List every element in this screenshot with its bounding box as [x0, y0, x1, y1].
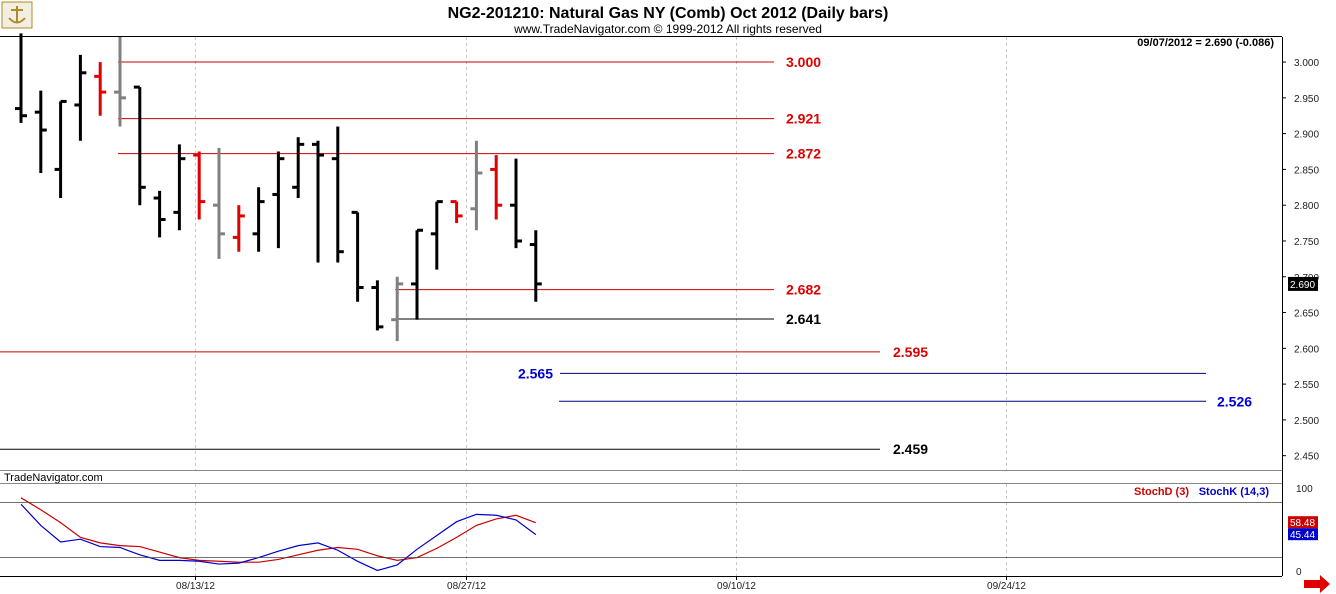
ohlc-bar — [153, 190, 166, 238]
ohlc-bar — [312, 140, 324, 263]
ohlc-bar — [34, 90, 47, 173]
ohlc-bar — [450, 200, 463, 224]
y-tick-label: 2.800 — [1294, 201, 1319, 212]
stochk-value-text: 45.44 — [1290, 530, 1315, 541]
x-tick-label: 09/10/12 — [717, 581, 756, 592]
y-tick-label: 2.450 — [1294, 452, 1319, 463]
last-price-badge-text: 2.690 — [1290, 280, 1315, 291]
x-tick-label: 08/27/12 — [447, 581, 486, 592]
stoch-series-line — [20, 503, 537, 572]
chart-title: NG2-201210: Natural Gas NY (Comb) Oct 20… — [448, 5, 889, 22]
stochd-legend: StochD (3) — [1134, 486, 1189, 498]
copyright-subtitle: www.TradeNavigator.com © 1999-2012 All r… — [513, 22, 822, 36]
ohlc-bar — [331, 126, 344, 263]
ohlc-bar — [133, 85, 146, 206]
ohlc-bar — [470, 140, 483, 231]
y-tick-label: 2.900 — [1294, 130, 1319, 141]
ohlc-bar — [411, 228, 423, 320]
ohlc-bar — [490, 155, 503, 220]
axes: 3.0002.9502.9002.8502.8002.7502.7002.650… — [0, 36, 1319, 592]
level-label: 2.921 — [786, 111, 821, 127]
y-tick-label: 2.550 — [1294, 380, 1319, 391]
ohlc-bar — [74, 54, 87, 141]
level-label: 2.459 — [893, 441, 928, 457]
y-tick-label: 2.850 — [1294, 165, 1319, 176]
ohlc-bar — [114, 37, 126, 127]
ohlc-bar — [272, 151, 285, 249]
ohlc-bar — [529, 230, 542, 302]
ohlc-bar — [54, 99, 67, 199]
level-lines: 3.000 2.921 2.872 2.682 2.641 2.595 2.565 2.526… — [0, 54, 1252, 457]
ohlc-bar — [430, 200, 443, 270]
level-label: 3.000 — [786, 54, 821, 70]
y-tick-label: 2.950 — [1294, 94, 1319, 105]
right-arrow-icon[interactable] — [1304, 575, 1330, 593]
price-bars — [15, 33, 542, 342]
y-tick-label: 2.500 — [1294, 416, 1319, 427]
stochd-value-badge — [1288, 516, 1318, 529]
ohlc-bar — [94, 62, 107, 116]
ohlc-bar — [173, 144, 186, 231]
last-price-badge — [1288, 276, 1318, 291]
ohlc-bar — [252, 187, 265, 252]
level-label: 2.641 — [786, 311, 821, 327]
x-tick-label: 08/13/12 — [176, 581, 215, 592]
stochk-value-badge — [1288, 528, 1318, 541]
stoch-y-tick-label: 0 — [1296, 567, 1302, 578]
level-label: 2.565 — [518, 365, 553, 381]
grid-lines — [195, 37, 1007, 576]
level-label: 2.682 — [786, 282, 821, 298]
level-label: 2.595 — [893, 344, 928, 360]
stoch-series-line — [20, 497, 537, 563]
x-tick-label: 09/24/12 — [987, 581, 1026, 592]
ohlc-bar — [510, 158, 522, 249]
y-tick-label: 2.750 — [1294, 237, 1319, 248]
stochk-legend: StochK (14,3) — [1199, 486, 1270, 498]
watermark-text: TradeNavigator.com — [4, 472, 103, 484]
ohlc-bar — [213, 147, 225, 259]
stochd-value-text: 58.48 — [1290, 518, 1315, 529]
ohlc-bar — [391, 276, 404, 342]
ohlc-bar — [292, 137, 305, 199]
anchor-logo-icon[interactable] — [1, 1, 33, 29]
ohlc-bar — [193, 151, 206, 220]
level-label: 2.526 — [1217, 393, 1252, 409]
y-tick-label: 2.600 — [1294, 344, 1319, 355]
y-tick-label: 2.650 — [1294, 309, 1319, 320]
level-label: 2.872 — [786, 146, 821, 162]
ohlc-bar — [232, 205, 245, 252]
ohlc-bar — [351, 210, 364, 302]
ohlc-bar — [15, 33, 27, 123]
last-price-info: 09/07/2012 = 2.690 (-0.086) — [1137, 37, 1274, 49]
stoch-y-tick-label: 100 — [1296, 484, 1313, 495]
ohlc-bar — [371, 280, 384, 331]
y-tick-label: 3.000 — [1294, 58, 1319, 69]
